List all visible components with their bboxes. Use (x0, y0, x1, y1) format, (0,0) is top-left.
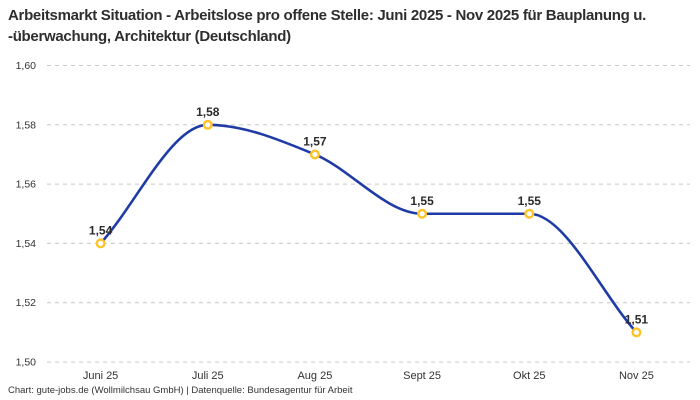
x-tick-label: Okt 25 (513, 370, 545, 382)
data-point-marker (524, 208, 535, 219)
data-point-label: 1,54 (89, 223, 113, 237)
x-tick-label: Nov 25 (619, 370, 654, 382)
data-point-label: 1,55 (410, 194, 434, 208)
chart-source-credit: Chart: gute-jobs.de (Wollmilchsau GmbH) … (8, 385, 353, 396)
data-point-marker (202, 119, 213, 130)
x-tick-label: Juni 25 (83, 370, 118, 382)
data-point-label: 1,57 (303, 134, 327, 148)
y-tick-label: 1,60 (16, 60, 37, 72)
data-point-marker (417, 208, 428, 219)
y-tick-label: 1,58 (16, 119, 37, 131)
data-point-label: 1,55 (518, 194, 542, 208)
y-tick-label: 1,52 (16, 297, 37, 309)
x-tick-label: Aug 25 (297, 370, 332, 382)
y-tick-label: 1,50 (16, 357, 37, 369)
data-point-marker (309, 149, 320, 160)
data-point-label: 1,58 (196, 105, 220, 119)
chart-title: Arbeitsmarkt Situation - Arbeitslose pro… (8, 7, 647, 45)
x-tick-label: Sept 25 (403, 370, 441, 382)
x-tick-label: Juli 25 (192, 370, 224, 382)
y-tick-label: 1,54 (16, 238, 37, 250)
line-series (99, 123, 638, 334)
data-point-marker (631, 327, 642, 338)
line-chart: 1,60 1,58 1,56 1,54 1,52 1,50 Juni 25 Juli 25 Au… (16, 60, 690, 382)
y-tick-label: 1,56 (16, 179, 37, 191)
data-point-marker (95, 238, 106, 249)
data-point-label: 1,51 (625, 312, 649, 326)
